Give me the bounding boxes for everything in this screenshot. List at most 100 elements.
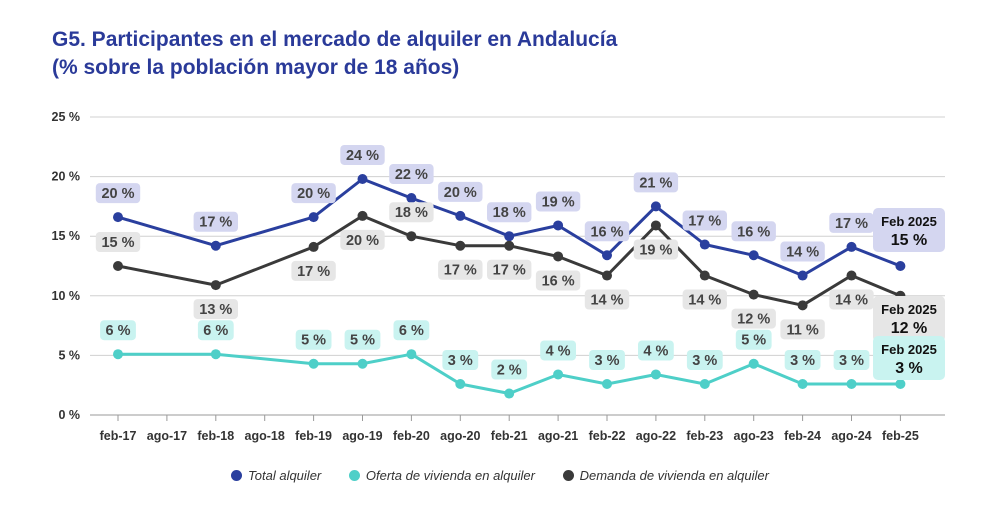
chart-title-line1: G5. Participantes en el mercado de alqui…	[52, 28, 618, 51]
data-point	[308, 358, 319, 369]
data-label: 19 %	[639, 242, 672, 258]
data-point	[455, 210, 466, 221]
data-label: 14 %	[688, 293, 721, 309]
data-label: 16 %	[542, 273, 575, 289]
data-point	[895, 379, 906, 390]
data-label-box	[540, 340, 576, 361]
data-point	[553, 220, 564, 231]
data-point	[699, 239, 710, 250]
callout-date: Feb 2025	[881, 302, 937, 317]
data-point	[210, 240, 221, 251]
data-label: 20 %	[346, 233, 379, 249]
data-point	[699, 379, 710, 390]
x-tick-label: feb-22	[589, 429, 626, 443]
data-label-box	[438, 259, 483, 280]
data-point	[602, 270, 612, 281]
data-label: 3 %	[595, 353, 620, 369]
callout-value: 15 %	[891, 232, 927, 249]
data-label-box	[682, 210, 727, 231]
legend-label-oferta: Oferta de vivienda en alquiler	[365, 468, 535, 483]
data-point	[650, 369, 661, 380]
data-label: 14 %	[590, 293, 623, 309]
data-label: 21 %	[639, 175, 672, 191]
data-point	[406, 193, 417, 204]
y-tick-label: 10 %	[52, 289, 81, 303]
data-point	[650, 220, 661, 231]
data-point	[602, 379, 612, 390]
data-label: 15 %	[101, 235, 134, 251]
data-point	[895, 261, 906, 271]
x-tick-label: feb-19	[295, 429, 332, 443]
x-tick-label: ago-22	[636, 429, 676, 443]
data-label-box	[340, 229, 385, 250]
data-label: 13 %	[199, 302, 232, 318]
data-label-box	[535, 270, 581, 291]
data-label-box	[487, 202, 532, 223]
data-label: 17 %	[835, 216, 868, 232]
legend-item-total[interactable]: Total alquiler	[231, 468, 321, 483]
y-tick-label: 0 %	[58, 408, 80, 422]
data-label-box	[829, 212, 874, 233]
data-label: 17 %	[688, 214, 721, 230]
x-tick-label: feb-17	[100, 429, 137, 443]
data-point	[210, 349, 221, 360]
data-label-box	[682, 289, 727, 310]
data-label-box	[784, 350, 821, 371]
x-tick-label: ago-19	[342, 429, 382, 443]
x-tick-label: feb-23	[686, 429, 723, 443]
data-point	[504, 388, 515, 399]
data-label-box	[291, 260, 336, 281]
data-label-box	[731, 221, 776, 242]
data-point	[308, 212, 319, 223]
callout-value: 12 %	[891, 320, 927, 337]
legend-item-oferta[interactable]: Oferta de vivienda en alquiler	[348, 468, 535, 483]
data-label-box	[833, 350, 870, 371]
data-point	[846, 379, 857, 390]
data-point	[406, 231, 417, 242]
x-tick-label: ago-24	[831, 429, 871, 443]
data-point	[797, 270, 808, 281]
data-label-box	[438, 181, 483, 202]
data-label: 4 %	[643, 343, 668, 359]
data-label-box	[589, 350, 625, 371]
data-point	[699, 270, 710, 281]
data-label: 6 %	[203, 323, 228, 339]
data-label: 14 %	[835, 293, 868, 309]
data-label-box	[633, 172, 679, 193]
callout-box	[873, 336, 945, 380]
data-point	[357, 173, 368, 184]
data-label: 3 %	[790, 353, 815, 369]
data-label-box	[442, 350, 479, 371]
data-point	[553, 251, 564, 262]
data-label: 14 %	[786, 245, 819, 261]
data-point	[113, 261, 123, 271]
data-label-box	[633, 239, 679, 260]
data-point	[650, 201, 661, 212]
data-point	[748, 358, 759, 369]
x-tick-label: feb-20	[393, 429, 430, 443]
data-point	[504, 231, 515, 242]
data-label-box	[340, 144, 385, 165]
data-label-box	[638, 340, 674, 361]
data-label-box	[393, 320, 430, 341]
x-tick-label: feb-21	[491, 429, 528, 443]
data-label: 6 %	[399, 323, 424, 339]
legend-label-total: Total alquiler	[248, 468, 322, 483]
legend-item-demanda[interactable]: Demanda de vivienda en alquiler	[562, 468, 769, 483]
callout-date: Feb 2025	[881, 342, 937, 357]
data-label-box	[731, 308, 776, 329]
data-label-box	[487, 259, 532, 280]
legend-swatch-demanda	[562, 470, 574, 481]
data-point	[455, 240, 466, 251]
series-lines	[113, 173, 906, 399]
x-tick-label: feb-24	[784, 429, 821, 443]
callout-box	[873, 296, 945, 342]
data-point	[308, 241, 319, 252]
data-label-box	[95, 232, 141, 252]
chart-title-line2: (% sobre la población mayor de 18 años)	[52, 56, 460, 79]
data-label-box	[100, 320, 136, 341]
data-point	[357, 210, 368, 221]
data-point	[602, 250, 612, 261]
legend-swatch-total	[231, 470, 243, 481]
callout-value: 3 %	[895, 360, 923, 377]
